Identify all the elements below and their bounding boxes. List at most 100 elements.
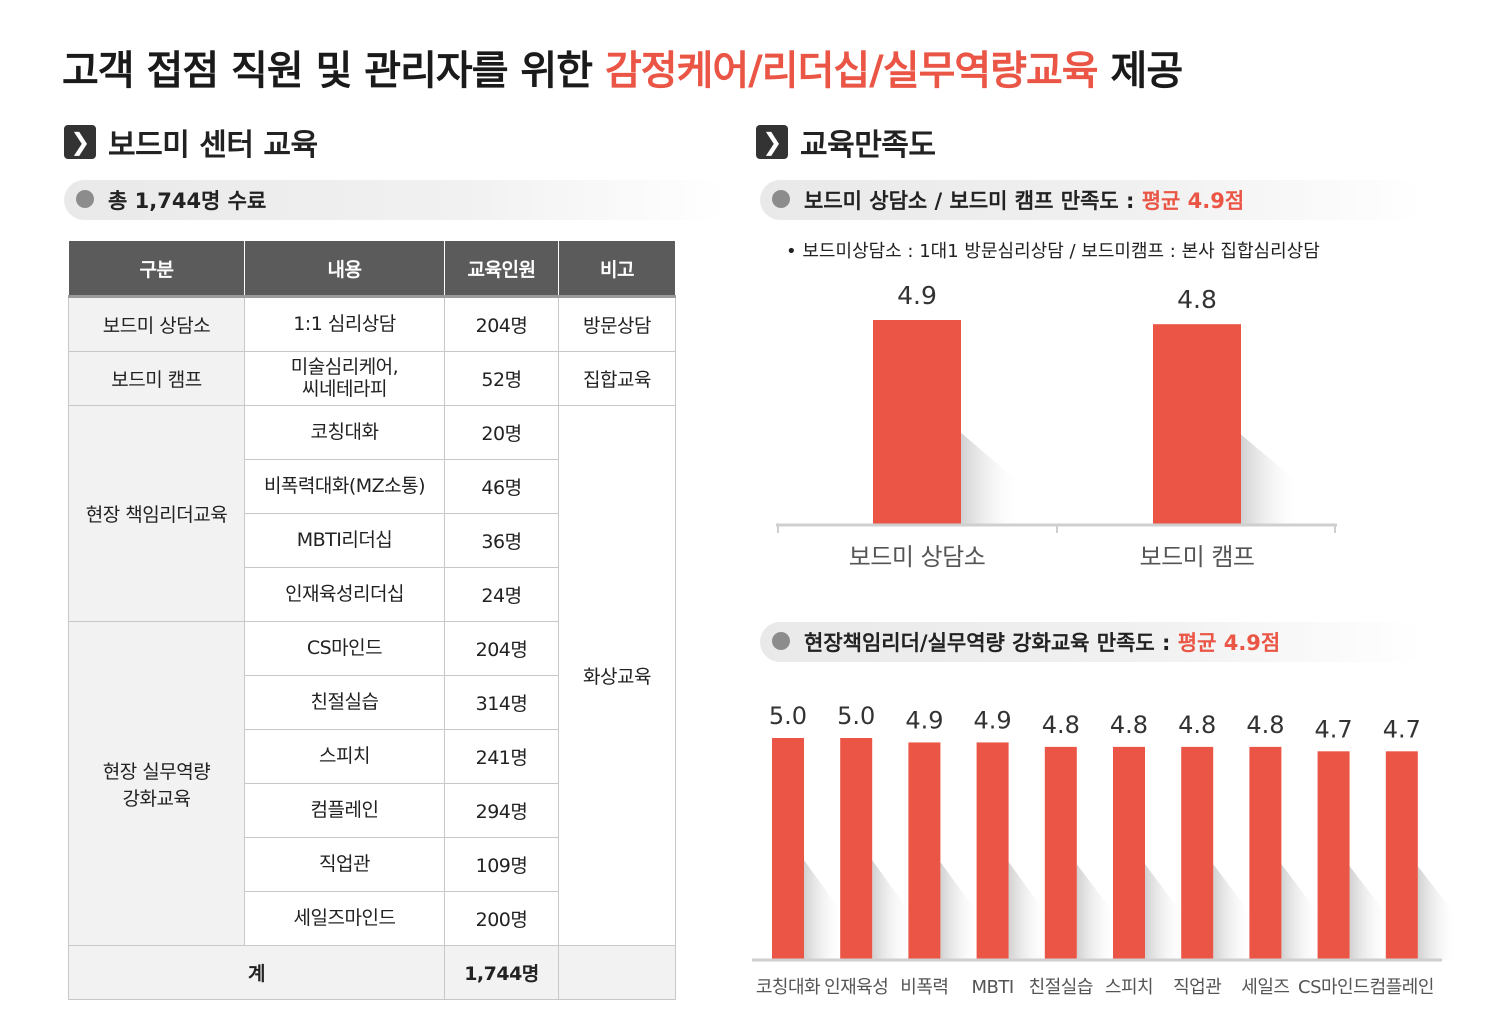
table-row: 비폭력대화(MZ소통) 46명: [69, 459, 676, 514]
table-cell-count: 241명: [444, 729, 559, 784]
category-label: 인재육성: [824, 977, 888, 998]
table-cell-content: 세일즈마인드: [244, 891, 445, 946]
category-label: 직업관: [1173, 977, 1221, 998]
pill2-average: 평균 4.9점: [1177, 631, 1281, 655]
category-label: 코칭대화: [756, 977, 820, 998]
table-cell-note: 집합교육: [558, 351, 676, 406]
summary-text: 총 1,744명 수료: [108, 189, 267, 213]
table-cell-content: 스피치: [244, 729, 445, 784]
table-cell-content: 미술심리케어, 씨네테라피: [244, 351, 445, 406]
value-label: 4.8: [1110, 711, 1148, 739]
bar-shadow: [804, 860, 844, 960]
table-row: 세일즈마인드 200명: [69, 891, 676, 946]
table-row: 스피치 241명: [69, 729, 676, 784]
title-suffix: 제공: [1097, 48, 1184, 94]
table-cell-note: 방문상담: [558, 296, 676, 352]
table-cell-count: 52명: [444, 351, 559, 406]
category-label: MBTI: [972, 977, 1014, 998]
total-note: [558, 945, 676, 1000]
table-cell-category: 보드미 상담소: [68, 296, 245, 352]
page-title: 고객 접점 직원 및 관리자를 위한 감정케어/리더십/실무역량교육 제공: [62, 38, 1184, 96]
category-label: 보드미 상담소: [849, 543, 986, 571]
bar-9: [1317, 751, 1350, 960]
category-label: 보드미 캠프: [1139, 543, 1254, 571]
chevron-right-icon: ❯: [756, 125, 788, 159]
satisfaction-pill-2: 현장책임리더/실무역량 강화교육 만족도 : 평균 4.9점: [760, 622, 1424, 662]
bar-6: [1113, 746, 1145, 960]
bullet-dot-icon: [772, 632, 790, 650]
bar-8: [1249, 746, 1282, 960]
category-label: CS마인드: [1298, 977, 1369, 998]
table-cell-count: 109명: [444, 837, 559, 892]
title-highlight: 감정케어/리더십/실무역량교육: [604, 48, 1099, 94]
value-label: 4.9: [905, 706, 943, 734]
table-cell-content: 코칭대화: [244, 405, 445, 460]
table-cell-count: 204명: [444, 621, 559, 676]
table-cell-count: 294명: [444, 783, 559, 838]
table-cell-count: 200명: [444, 891, 559, 946]
table-cell-count: 204명: [444, 296, 559, 352]
value-label: 4.9: [897, 281, 937, 310]
category-label: 컴플레인: [1370, 977, 1434, 998]
chart-counseling-camp: 4.9 보드미 상담소 4.8 보드미 캠프: [776, 281, 1337, 571]
table-row: 현장 실무역량 강화교육 CS마인드 204명: [68, 621, 676, 946]
bar-shadow: [1145, 864, 1185, 960]
education-table: 구분 내용 교육인원 비고 보드미 상담소 1:1 심리상담 204명 방문상담 보드미…: [68, 240, 676, 1000]
satisfaction-note: • 보드미상담소 : 1대1 방문심리상담 / 보드미캠프 : 본사 집합심리상…: [786, 241, 1320, 262]
header-content: 내용: [244, 240, 445, 298]
bar-5: [1044, 746, 1077, 960]
table-cell-content: 비폭력대화(MZ소통): [244, 459, 445, 514]
value-label: 5.0: [769, 702, 807, 730]
table-cell-content: 1:1 심리상담: [244, 296, 445, 352]
table-cell-content: MBTI리더십: [244, 513, 445, 568]
table-cell-count: 24명: [444, 567, 559, 622]
summary-pill: 총 1,744명 수료: [64, 180, 728, 220]
table-row: 인재육성리더십 24명: [69, 567, 676, 622]
table-cell-content: 직업관: [244, 837, 445, 892]
bar-7: [1181, 746, 1214, 960]
value-label: 4.8: [1178, 711, 1216, 739]
category-label: 친절실습: [1029, 977, 1093, 998]
table-total-row: 계 1,744명: [68, 945, 676, 1000]
table-cell-count: 46명: [444, 459, 559, 514]
table-header-row: 구분 내용 교육인원 비고: [68, 240, 676, 298]
bullet-dot-icon: [772, 190, 790, 208]
value-label: 4.8: [1042, 711, 1080, 739]
total-label: 계: [68, 945, 445, 1000]
bar-shadow: [1349, 866, 1390, 960]
table-cell-content: 인재육성리더십: [244, 567, 445, 622]
right-section-heading: ❯ 교육만족도: [756, 120, 936, 164]
bar-shadow: [1241, 434, 1301, 525]
bar-shadow: [872, 860, 913, 960]
bar-2: [840, 738, 873, 960]
value-label: 5.0: [837, 702, 875, 730]
table-cell-content: 친절실습: [244, 675, 445, 730]
category-label: 세일즈: [1241, 977, 1289, 998]
value-label: 4.7: [1383, 715, 1421, 743]
bar-10: [1385, 751, 1418, 960]
bar-4: [976, 742, 1009, 960]
table-row: 보드미 상담소 1:1 심리상담 204명 방문상담: [68, 296, 676, 352]
left-heading-text: 보드미 센터 교육: [108, 128, 318, 163]
bar-1: [772, 738, 804, 960]
table-cell-count: 36명: [444, 513, 559, 568]
table-cell-count: 314명: [444, 675, 559, 730]
value-label: 4.8: [1246, 711, 1284, 739]
header-count: 교육인원: [444, 240, 559, 298]
table-cell-content: CS마인드: [244, 621, 445, 676]
right-heading-text: 교육만족도: [800, 128, 936, 163]
total-count: 1,744명: [444, 945, 559, 1000]
bar-3: [908, 742, 941, 960]
category-label: 스피치: [1105, 977, 1153, 998]
bar-shadow: [940, 862, 981, 960]
value-label: 4.7: [1315, 715, 1353, 743]
table-row: 보드미 캠프 미술심리케어, 씨네테라피 52명 집합교육: [68, 351, 676, 406]
chart-field-training: 5.0 코칭대화 5.0 인재육성 4.9 비폭력 4.9 MBTI 4.8 친절실습 4.8 스피치…: [752, 702, 1452, 998]
value-label: 4.9: [974, 706, 1012, 734]
left-section-heading: ❯ 보드미 센터 교육: [64, 120, 318, 164]
table-cell-category: 보드미 캠프: [68, 351, 245, 406]
satisfaction-pill-1: 보드미 상담소 / 보드미 캠프 만족도 : 평균 4.9점: [760, 180, 1424, 220]
bullet-dot-icon: [76, 190, 94, 208]
bar-shadow: [1281, 864, 1322, 960]
table-row: 컴플레인 294명: [69, 783, 676, 838]
